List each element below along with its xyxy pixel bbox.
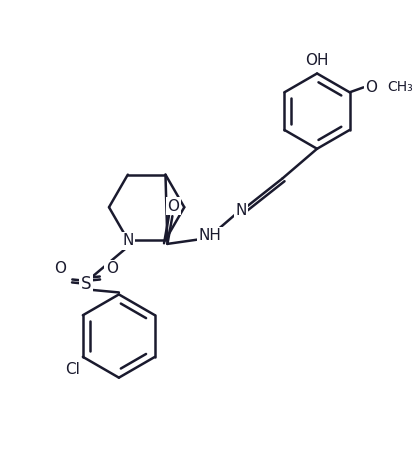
- Text: NH: NH: [199, 228, 222, 244]
- Text: Cl: Cl: [66, 362, 80, 377]
- Text: S: S: [81, 275, 92, 293]
- Text: OH: OH: [305, 53, 329, 68]
- Text: CH₃: CH₃: [387, 80, 413, 94]
- Text: O: O: [106, 261, 118, 276]
- Text: N: N: [235, 203, 247, 218]
- Text: O: O: [54, 261, 66, 276]
- Text: N: N: [122, 233, 133, 248]
- Text: O: O: [365, 80, 377, 95]
- Text: O: O: [167, 199, 179, 214]
